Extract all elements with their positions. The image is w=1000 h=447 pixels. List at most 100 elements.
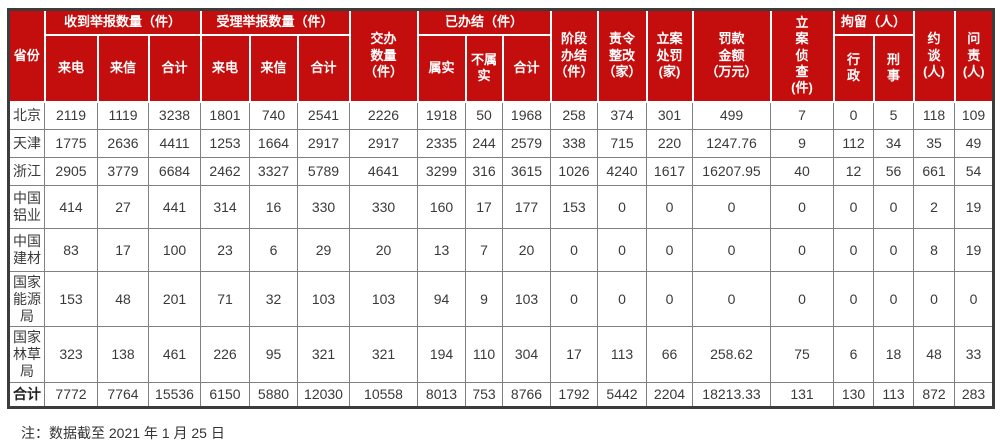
- table-cell: 8: [913, 228, 956, 272]
- table-cell: 2: [913, 185, 956, 229]
- table-cell: 32: [249, 270, 298, 328]
- table-cell: 5442: [597, 381, 647, 408]
- table-row: 国家 林草 局 323 138 461 226 95 321 321 194 110 304 17 11…: [8, 326, 995, 383]
- table-cell: 244: [465, 129, 503, 158]
- table-cell: 3238: [148, 101, 201, 130]
- table-cell: 9: [465, 270, 503, 328]
- table-cell: 1119: [97, 101, 149, 130]
- table-cell: 2636: [97, 129, 149, 158]
- table-cell: 113: [872, 381, 915, 408]
- table-cell: 5: [872, 101, 915, 130]
- table-cell: 7: [465, 228, 503, 272]
- col-subheader-accepted-letters: 来信: [248, 33, 299, 103]
- table-cell: 33: [954, 326, 995, 383]
- table-cell: 160: [417, 185, 466, 229]
- table-cell: 10558: [349, 381, 418, 408]
- table-cell: 0: [550, 228, 598, 272]
- table-cell: 19: [954, 185, 995, 229]
- table-cell: 0: [692, 228, 771, 272]
- table-cell: 6: [833, 326, 874, 383]
- col-subheader-completed-total: 合计: [501, 33, 552, 103]
- table-cell: 7: [770, 101, 834, 130]
- footnote: 注：数据截至 2021 年 1 月 25 日: [21, 424, 225, 441]
- table-cell: 0: [872, 270, 915, 328]
- row-label: 中国 建材: [8, 228, 45, 272]
- table-cell: 5789: [297, 157, 350, 186]
- table-cell: 304: [502, 326, 551, 383]
- table-cell: 4641: [349, 157, 418, 186]
- table-cell: 338: [550, 129, 598, 158]
- table-cell: 2917: [297, 129, 350, 158]
- col-group-received-reports: 收到举报数量（件）: [43, 8, 202, 36]
- table-cell: 153: [44, 270, 98, 328]
- table-cell: 1247.76: [692, 129, 771, 158]
- table-cell: 130: [833, 381, 874, 408]
- table-cell: 17: [97, 228, 149, 272]
- table-cell: 316: [465, 157, 503, 186]
- table-cell: 12030: [297, 381, 350, 408]
- col-subheader-unverified: 不属 实: [464, 33, 504, 103]
- table-cell: 1775: [44, 129, 98, 158]
- table-cell: 49: [954, 129, 995, 158]
- table-cell: 1253: [200, 129, 250, 158]
- table-cell: 27: [97, 185, 149, 229]
- table-cell: 321: [349, 326, 418, 383]
- row-label: 国家 能源 局: [8, 270, 45, 328]
- table-cell: 13: [417, 228, 466, 272]
- table-cell: 2462: [200, 157, 250, 186]
- table-cell: 54: [954, 157, 995, 186]
- table-cell: 872: [913, 381, 956, 408]
- table-cell: 100: [148, 228, 201, 272]
- table-cell: 103: [349, 270, 418, 328]
- table-row: 天津 1775 2636 4411 1253 1664 2917 2917 2335 244 257…: [8, 129, 995, 158]
- table-cell: 177: [502, 185, 551, 229]
- table-cell: 18: [872, 326, 915, 383]
- col-group-detention: 拘留（人）: [832, 8, 915, 36]
- col-subheader-accepted-total: 合计: [296, 33, 351, 103]
- col-header-province: 省份: [7, 8, 46, 103]
- table-cell: 2541: [297, 101, 350, 130]
- table-cell: 94: [417, 270, 466, 328]
- table-cell: 6: [249, 228, 298, 272]
- table-cell: 113: [597, 326, 647, 383]
- table-cell: 3299: [417, 157, 466, 186]
- col-group-completed: 已办结（件）: [416, 8, 552, 36]
- col-subheader-criminal-detention: 刑 事: [872, 33, 915, 103]
- table-cell: 8766: [502, 381, 551, 408]
- table-cell: 48: [97, 270, 149, 328]
- col-subheader-accepted-calls: 来电: [199, 33, 251, 103]
- table-cell: 323: [44, 326, 98, 383]
- table-cell: 0: [692, 185, 771, 229]
- table-cell: 0: [770, 185, 834, 229]
- table-cell: 4411: [148, 129, 201, 158]
- table-row: 国家 能源 局 153 48 201 71 32 103 103 94 9 103 0 0 0 0 0 0 0 0 0: [8, 270, 995, 328]
- table-cell: 301: [646, 101, 693, 130]
- table-cell: 18213.33: [692, 381, 771, 408]
- table-cell: 461: [148, 326, 201, 383]
- table-cell: 1968: [502, 101, 551, 130]
- table-cell: 83: [44, 228, 98, 272]
- table-cell: 110: [465, 326, 503, 383]
- table-cell: 661: [913, 157, 956, 186]
- table-cell: 2226: [349, 101, 418, 130]
- table-cell: 8013: [417, 381, 466, 408]
- col-subheader-verified: 属实: [416, 33, 467, 103]
- table-cell: 374: [597, 101, 647, 130]
- table-cell: 499: [692, 101, 771, 130]
- table-cell: 0: [872, 185, 915, 229]
- table-cell: 138: [97, 326, 149, 383]
- table-cell: 441: [148, 185, 201, 229]
- table-cell: 0: [833, 185, 874, 229]
- table-cell: 321: [297, 326, 350, 383]
- table-cell: 2579: [502, 129, 551, 158]
- table-cell: 753: [465, 381, 503, 408]
- table-cell: 112: [833, 129, 874, 158]
- table-cell: 131: [770, 381, 834, 408]
- table-cell: 109: [954, 101, 995, 130]
- total-row: 合计 7772 7764 15536 6150 5880 12030 10558 8013 753…: [8, 381, 995, 408]
- col-header-interview: 约 谈 (人): [912, 8, 956, 103]
- table-cell: 2917: [349, 129, 418, 158]
- table-cell: 715: [597, 129, 647, 158]
- table-cell: 1664: [249, 129, 298, 158]
